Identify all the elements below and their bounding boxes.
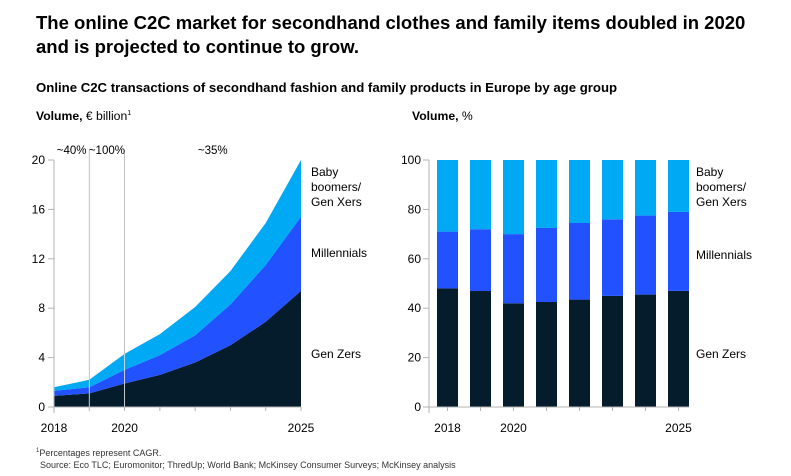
footnote-source: Source: Eco TLC; Euromonitor; ThredUp; W… [40, 460, 456, 470]
series-label-line: boomers/ [696, 180, 747, 194]
bar-segment-gen-zers-2018 [437, 288, 458, 407]
left-y-tick-label: 8 [38, 301, 45, 315]
left-y-tick-label: 16 [32, 202, 46, 216]
left-y-axis-title-unit: € billion [85, 109, 128, 123]
right-x-tick-label: 2020 [500, 421, 527, 435]
series-label-millennials: Millennials [696, 248, 752, 262]
series-label-line: Millennials [696, 248, 752, 262]
cagr-annotation: ~35% [198, 145, 228, 157]
bar-segment-millennials-2022 [569, 223, 590, 300]
series-label-baby-boomers-gen-xers: Baby boomers/Gen Xers [311, 165, 362, 209]
bar-segment-baby-boomers-gen-xers-2024 [635, 160, 656, 216]
chart-subtitle: Online C2C transactions of secondhand fa… [36, 80, 618, 95]
right-y-tick-label: 100 [401, 153, 421, 167]
series-label-line: boomers/ [311, 180, 362, 194]
footnote-mark: 1 [36, 448, 40, 454]
headline: The online C2C market for secondhand clo… [36, 12, 746, 57]
bar-segment-millennials-2019 [470, 229, 491, 291]
series-label-line: Baby [311, 165, 338, 179]
series-label-gen-zers: Gen Zers [696, 347, 746, 361]
bar-segment-baby-boomers-gen-xers-2020 [503, 160, 524, 235]
series-label-line: Gen Xers [696, 195, 747, 209]
bar-segment-gen-zers-2020 [503, 303, 524, 407]
bar-segment-gen-zers-2019 [470, 290, 491, 407]
bar-segment-baby-boomers-gen-xers-2025 [668, 160, 689, 212]
cagr-annotation: ~40% [57, 145, 87, 157]
left-y-tick-label: 12 [32, 252, 46, 266]
footnote-cagr: 1Percentages represent CAGR. [36, 448, 161, 458]
series-label-line: Baby [696, 165, 723, 179]
series-label-line: Gen Zers [696, 347, 746, 361]
area-gen-zers [54, 290, 301, 407]
series-label-baby-boomers-gen-xers: Baby boomers/Gen Xers [696, 165, 747, 209]
left-y-tick-label: 4 [38, 351, 45, 365]
footnote-text: Percentages represent CAGR. [39, 448, 162, 458]
bar-segment-millennials-2020 [503, 234, 524, 304]
bar-segment-millennials-2024 [635, 215, 656, 295]
bar-segment-millennials-2018 [437, 231, 458, 289]
series-label-millennials: Millennials [311, 246, 367, 260]
right-y-tick-label: 40 [408, 301, 422, 315]
left-x-tick-label: 2025 [288, 421, 315, 435]
right-y-tick-label: 60 [408, 252, 422, 266]
right-y-tick-label: 20 [408, 351, 422, 365]
right-x-tick-label: 2025 [665, 421, 692, 435]
bar-segment-gen-zers-2023 [602, 295, 623, 407]
right-y-tick-label: 80 [408, 202, 422, 216]
right-y-axis-title-unit: % [461, 109, 473, 123]
left-y-tick-label: 0 [38, 400, 45, 414]
bar-segment-baby-boomers-gen-xers-2018 [437, 160, 458, 232]
area-millennials [54, 216, 301, 396]
right-y-axis-title-bold: Volume, [412, 109, 459, 123]
right-x-tick-label: 2018 [434, 421, 461, 435]
bar-segment-baby-boomers-gen-xers-2022 [569, 160, 590, 223]
cagr-annotation: ~100% [89, 145, 125, 157]
bar-segment-baby-boomers-gen-xers-2019 [470, 160, 491, 230]
bar-segment-gen-zers-2025 [668, 290, 689, 407]
left-y-axis-title-bold: Volume, [36, 109, 83, 123]
bar-segment-millennials-2023 [602, 219, 623, 296]
series-label-line: Gen Zers [311, 347, 361, 361]
bar-segment-baby-boomers-gen-xers-2023 [602, 160, 623, 220]
bar-segment-gen-zers-2024 [635, 294, 656, 407]
left-y-axis-title: Volume, € billion1 [36, 109, 131, 123]
left-y-tick-label: 20 [32, 153, 46, 167]
left-x-tick-label: 2020 [111, 421, 138, 435]
bar-segment-millennials-2021 [536, 227, 557, 302]
right-y-tick-label: 0 [414, 400, 421, 414]
left-y-axis-title-footnote-mark: 1 [127, 109, 132, 117]
bar-segment-gen-zers-2022 [569, 299, 590, 407]
left-x-tick-label: 2018 [41, 421, 68, 435]
series-label-gen-zers: Gen Zers [311, 347, 361, 361]
series-label-line: Gen Xers [311, 195, 362, 209]
bar-segment-millennials-2025 [668, 211, 689, 291]
bar-segment-gen-zers-2021 [536, 302, 557, 407]
area-baby-boomers-gen-xers [54, 160, 301, 391]
bar-segment-baby-boomers-gen-xers-2021 [536, 160, 557, 228]
right-y-axis-title: Volume, % [412, 109, 473, 123]
series-label-line: Millennials [311, 246, 367, 260]
